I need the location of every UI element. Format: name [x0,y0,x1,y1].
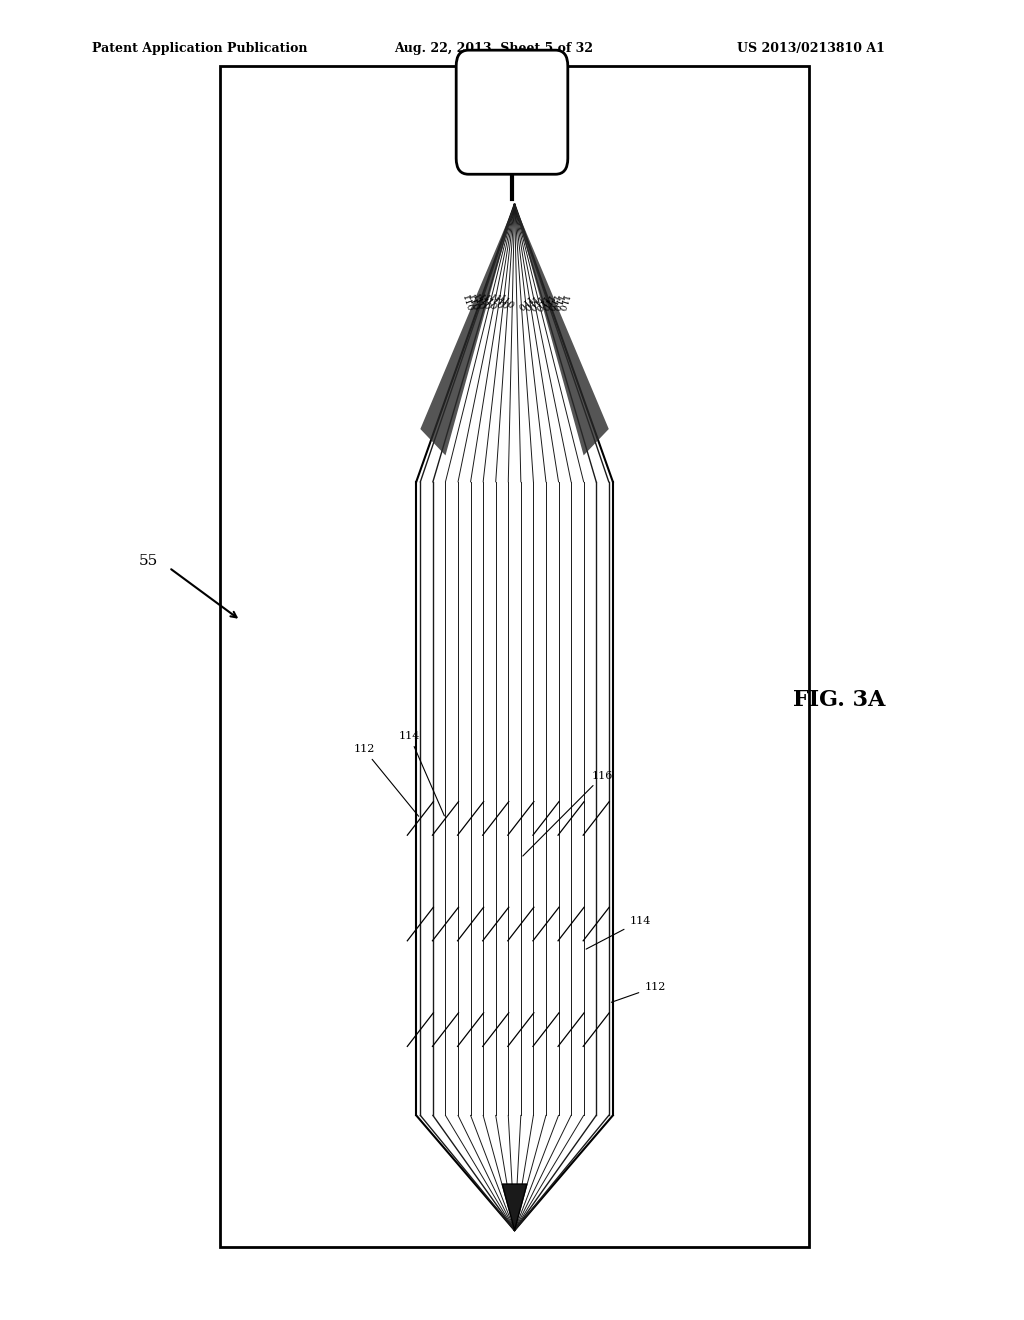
Polygon shape [502,1184,526,1230]
Polygon shape [420,205,514,455]
Text: Aug. 22, 2013  Sheet 5 of 32: Aug. 22, 2013 Sheet 5 of 32 [394,42,593,55]
Text: 110: 110 [481,293,499,313]
Text: 112: 112 [611,982,666,1002]
Text: 110: 110 [470,293,486,313]
Text: 110: 110 [530,293,548,313]
Text: 112: 112 [353,744,419,816]
Text: 116: 116 [523,771,613,857]
Text: 110: 110 [492,294,510,312]
Text: 114: 114 [399,731,444,816]
Bar [220,66,809,1247]
Text: 110: 110 [519,294,538,312]
Text: Patent Application Publication: Patent Application Publication [92,42,307,55]
Text: 110: 110 [555,293,569,313]
FancyBboxPatch shape [457,50,567,174]
Text: US 2013/0213810 A1: US 2013/0213810 A1 [737,42,885,55]
Text: 110: 110 [549,293,564,313]
Text: 114: 114 [586,916,650,949]
Text: 110: 110 [524,293,543,313]
Text: 110: 110 [486,293,505,313]
Text: 110: 110 [513,294,532,312]
Text: 110: 110 [475,293,493,313]
Text: 110: 110 [543,293,559,313]
Text: 55: 55 [139,554,158,568]
Text: 110: 110 [465,293,480,313]
Text: FIG. 3A: FIG. 3A [794,689,886,710]
Text: 110: 110 [537,293,554,313]
Text: 110: 110 [497,294,516,312]
Polygon shape [514,205,608,455]
Text: 110: 110 [460,293,474,313]
